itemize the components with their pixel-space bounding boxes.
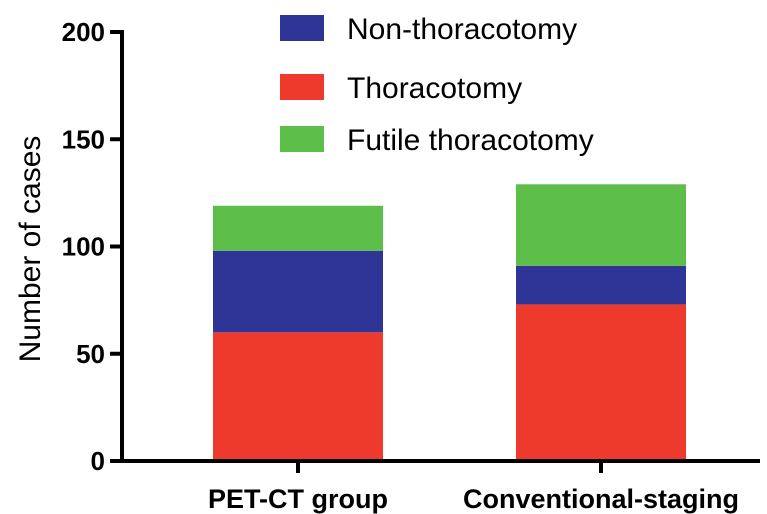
legend-swatch-non-thoracotomy bbox=[280, 15, 324, 41]
bar-segment-futile-thoracotomy-1 bbox=[213, 205, 383, 251]
legend-swatch-thoracotomy bbox=[280, 74, 324, 100]
y-tick-label: 50 bbox=[76, 339, 105, 369]
legend-label: Futile thoracotomy bbox=[347, 124, 594, 157]
bar-segment-non-thoracotomy-2 bbox=[516, 265, 686, 305]
legend: Non-thoracotomy Thoracotomy Futile thoraco… bbox=[280, 13, 594, 157]
bar-segment-futile-thoracotomy-2 bbox=[516, 184, 686, 266]
legend-swatch-futile-thoracotomy bbox=[280, 126, 324, 152]
y-tick-label: 200 bbox=[62, 17, 105, 47]
bar-segment-thoracotomy-2 bbox=[516, 304, 686, 461]
legend-label: Non-thoracotomy bbox=[347, 13, 577, 46]
bars bbox=[213, 184, 686, 461]
y-tick-label: 0 bbox=[91, 446, 105, 476]
legend-label: Thoracotomy bbox=[347, 72, 522, 105]
y-axis-label: Number of cases bbox=[14, 136, 47, 363]
x-category-label: Conventional-staging bbox=[463, 484, 739, 514]
y-tick-label: 100 bbox=[62, 232, 105, 262]
x-category-label: PET-CT group bbox=[208, 484, 388, 514]
bar-segment-thoracotomy-1 bbox=[213, 332, 383, 461]
y-axis: 0 50 100 150 200 bbox=[62, 17, 124, 476]
y-tick-label: 150 bbox=[62, 124, 105, 154]
x-axis: PET-CT group Conventional-staging bbox=[120, 459, 760, 514]
bar-segment-non-thoracotomy-1 bbox=[213, 250, 383, 333]
